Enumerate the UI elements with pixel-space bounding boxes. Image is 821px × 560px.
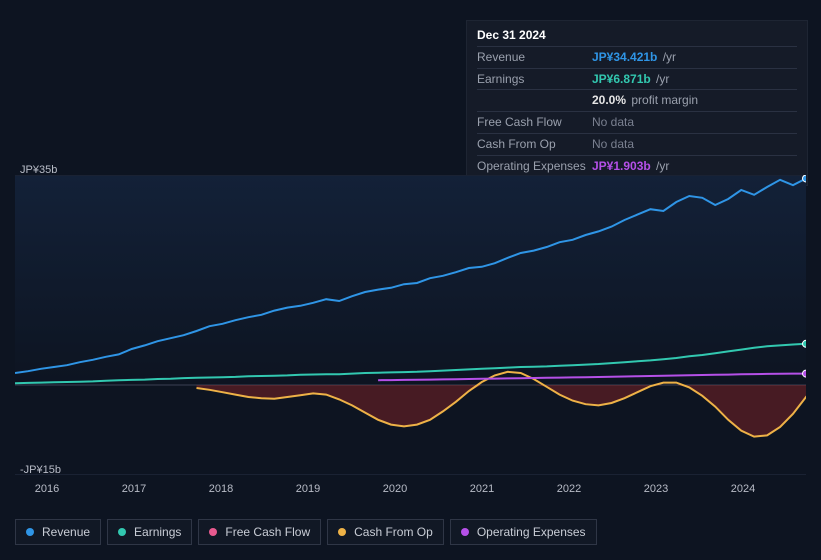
cfo-negative-area [197, 385, 807, 437]
legend-opex[interactable]: Operating Expenses [450, 519, 597, 545]
legend: Revenue Earnings Free Cash Flow Cash From O… [15, 519, 597, 545]
chart-container: Dec 31 2024 RevenueJP¥34.421b /yrEarning… [0, 0, 821, 560]
legend-fcf[interactable]: Free Cash Flow [198, 519, 321, 545]
series-earnings-end-dot [803, 340, 807, 347]
tooltip-row: Cash From OpNo data [477, 133, 797, 155]
x-tick-label: 2019 [288, 483, 328, 495]
legend-label: Revenue [42, 525, 90, 539]
x-tick-label: 2022 [549, 483, 589, 495]
series-revenue-end-dot [803, 175, 807, 182]
tooltip-row: RevenueJP¥34.421b /yr [477, 46, 797, 68]
legend-color-dot [26, 528, 34, 536]
tooltip-row-label: Cash From Op [477, 136, 592, 153]
tooltip-row: 20.0% profit margin [477, 89, 797, 111]
legend-label: Earnings [134, 525, 181, 539]
x-tick-label: 2018 [201, 483, 241, 495]
x-tick-label: 2024 [723, 483, 763, 495]
legend-label: Operating Expenses [477, 525, 586, 539]
tooltip-row-label: Operating Expenses [477, 158, 592, 175]
legend-color-dot [209, 528, 217, 536]
tooltip-row-label [477, 92, 592, 109]
plot-bg [15, 175, 806, 385]
x-tick-label: 2016 [27, 483, 67, 495]
tooltip-row-label: Earnings [477, 71, 592, 88]
tooltip-row: Free Cash FlowNo data [477, 111, 797, 133]
tooltip-row-value: JP¥1.903b /yr [592, 158, 669, 175]
tooltip-row-value: JP¥6.871b /yr [592, 71, 669, 88]
x-tick-label: 2023 [636, 483, 676, 495]
tooltip-date: Dec 31 2024 [477, 27, 797, 46]
legend-color-dot [461, 528, 469, 536]
tooltip-row-label: Free Cash Flow [477, 114, 592, 131]
legend-color-dot [118, 528, 126, 536]
x-axis-labels: 2016 2017 2018 2019 2020 2021 2022 2023 2024 [27, 483, 763, 495]
x-tick-label: 2020 [375, 483, 415, 495]
series-opex-end-dot [803, 370, 807, 377]
tooltip-row-label: Revenue [477, 49, 592, 66]
legend-label: Cash From Op [354, 525, 433, 539]
tooltip-row: EarningsJP¥6.871b /yr [477, 68, 797, 90]
legend-label: Free Cash Flow [225, 525, 310, 539]
tooltip-row-value: 20.0% profit margin [592, 92, 698, 109]
tooltip-row-value: JP¥34.421b /yr [592, 49, 676, 66]
x-tick-label: 2021 [462, 483, 502, 495]
x-tick-label: 2017 [114, 483, 154, 495]
legend-revenue[interactable]: Revenue [15, 519, 101, 545]
tooltip-panel: Dec 31 2024 RevenueJP¥34.421b /yrEarning… [466, 20, 808, 186]
tooltip-row: Operating ExpensesJP¥1.903b /yr [477, 155, 797, 177]
tooltip-row-value: No data [592, 114, 634, 131]
legend-earnings[interactable]: Earnings [107, 519, 192, 545]
legend-color-dot [338, 528, 346, 536]
chart-plot[interactable] [15, 175, 806, 475]
tooltip-row-value: No data [592, 136, 634, 153]
legend-cfo[interactable]: Cash From Op [327, 519, 444, 545]
